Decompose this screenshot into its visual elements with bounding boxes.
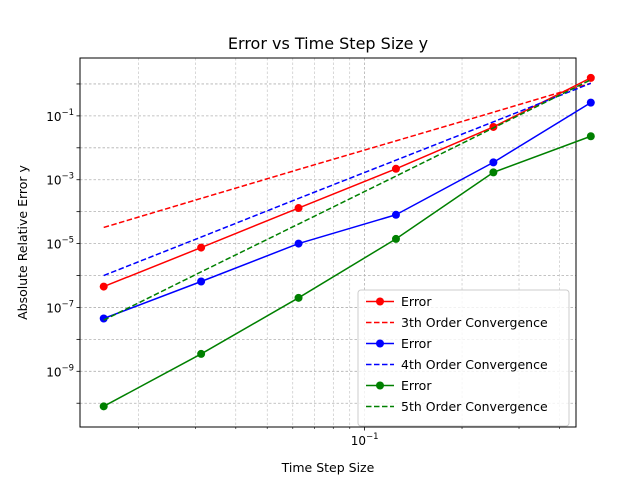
data-point <box>197 349 206 358</box>
data-point <box>99 282 108 291</box>
legend-swatch-marker <box>376 381 384 390</box>
y-tick-label: 10−5 <box>46 236 74 252</box>
data-point <box>489 168 498 177</box>
axis-ticks: 10−1 10−1 10−3 10−5 10−7 10−9 <box>46 83 560 448</box>
convergence-line <box>103 82 592 229</box>
error-line <box>103 135 592 407</box>
data-point <box>391 164 400 173</box>
plot-area-frame <box>79 57 577 428</box>
data-point <box>197 243 206 252</box>
legend-box <box>357 289 570 427</box>
x-axis-label: Time Step Size <box>281 460 375 475</box>
data-point <box>99 314 108 323</box>
legend: Error 3th Order Convergence Error 4th Order… <box>357 289 570 427</box>
legend-entry-label: 5th Order Convergence <box>401 399 548 414</box>
data-point <box>197 277 206 286</box>
y-tick-label: 10−3 <box>46 172 74 188</box>
data-point <box>489 158 498 167</box>
error-line <box>103 101 592 320</box>
y-tick-label: 10−7 <box>46 299 74 315</box>
grid-layer <box>80 58 576 427</box>
legend-entry-label: 4th Order Convergence <box>401 357 548 372</box>
y-tick-label: 10−1 <box>46 108 74 124</box>
legend-entry-label: Error <box>401 294 432 309</box>
x-tick-label: 10−1 <box>351 432 379 448</box>
error-line <box>103 77 592 288</box>
legend-swatch-marker <box>376 297 384 306</box>
y-tick-label: 10−9 <box>46 363 74 379</box>
data-point <box>294 239 303 248</box>
y-axis-label: Absolute Relative Error y <box>15 164 30 319</box>
data-point <box>586 73 595 82</box>
data-point <box>294 204 303 213</box>
convergence-line <box>103 79 592 321</box>
legend-entry-label: 3th Order Convergence <box>401 315 548 330</box>
data-point <box>99 402 108 411</box>
chart-title: Error vs Time Step Size y <box>228 34 428 53</box>
data-point <box>586 132 595 141</box>
legend-entry-label: Error <box>401 336 432 351</box>
data-point <box>294 293 303 302</box>
series-layer <box>99 73 595 411</box>
convergence-line <box>103 82 592 277</box>
legend-entry-label: Error <box>401 378 432 393</box>
legend-swatch-marker <box>376 339 384 348</box>
data-point <box>391 210 400 219</box>
data-point <box>586 98 595 107</box>
data-point <box>391 234 400 243</box>
